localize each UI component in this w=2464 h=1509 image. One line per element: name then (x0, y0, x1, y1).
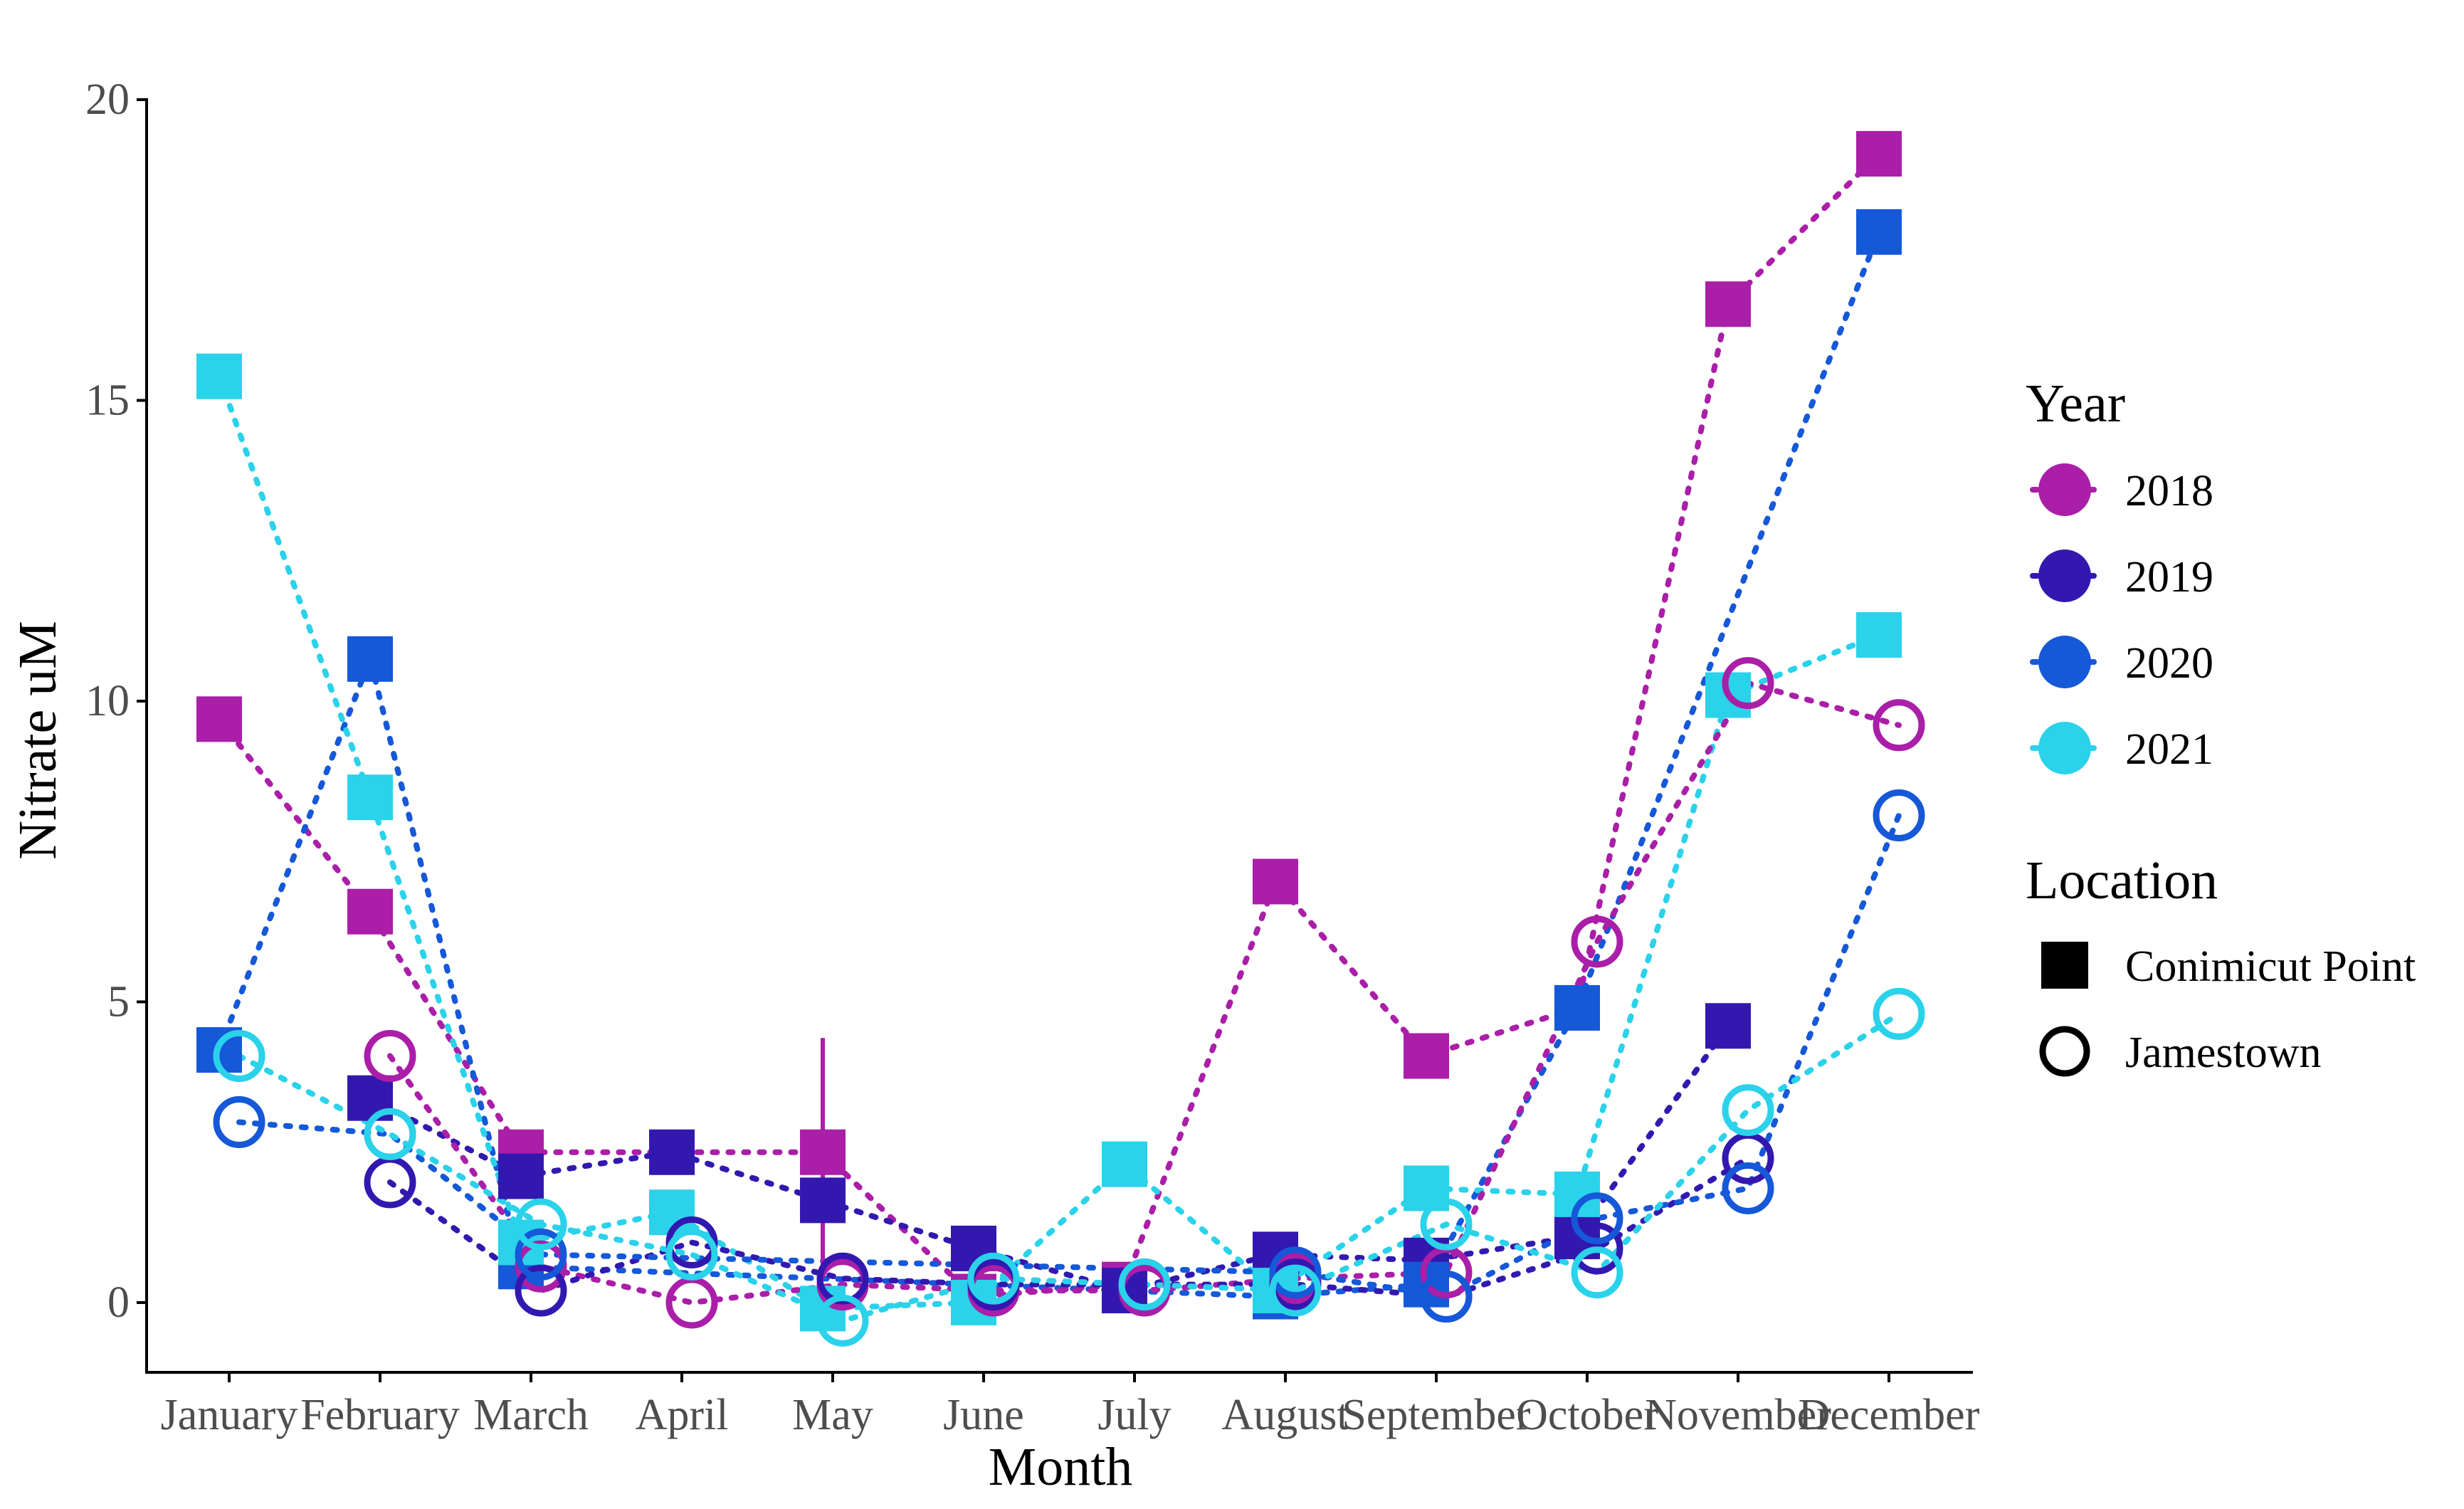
legend-year-swatch (2038, 463, 2091, 516)
series-line-2019-jamestown (387, 1155, 1751, 1300)
point-circle-2019 (816, 1252, 869, 1305)
legend-year-entries: 2018 2019 2020 2021 (2030, 463, 2213, 774)
point-square-2019 (498, 1153, 544, 1199)
x-tick-label: September (1342, 1391, 1530, 1439)
point-square-2021 (1856, 612, 1902, 658)
legend-year-swatch (2038, 636, 2091, 688)
legend-location-label: Jamestown (2125, 1029, 2322, 1077)
x-tick-label: February (300, 1391, 460, 1439)
point-circle-2021 (967, 1252, 1020, 1305)
legend-location-title: Location (2026, 851, 2218, 910)
point-circle-2021 (515, 1198, 567, 1251)
y-tick-label: 5 (107, 978, 130, 1026)
point-circle-2021 (1873, 987, 1925, 1040)
point-circle-2020 (1873, 789, 1925, 842)
point-circle-2020 (1420, 1271, 1473, 1323)
point-square-2019 (1705, 1003, 1751, 1049)
x-tick-label: August (1221, 1391, 1349, 1439)
point-square-2020 (347, 636, 393, 682)
point-circle-2018 (1873, 699, 1925, 752)
point-circle-2021 (364, 1108, 416, 1160)
x-tick-label: July (1097, 1391, 1171, 1439)
point-square-2018 (1856, 131, 1902, 177)
legend-year-title: Year (2026, 374, 2125, 433)
legend: Year 2018 2019 2020 2021 Location Conimicut… (2026, 374, 2416, 1077)
series-lines (216, 151, 1902, 1324)
x-tick-label: April (636, 1391, 729, 1439)
y-tick-label: 10 (85, 677, 130, 725)
x-tick-label: November (1645, 1391, 1831, 1439)
point-square-2018 (196, 696, 242, 742)
point-circle-2019 (515, 1264, 567, 1317)
legend-year-label: 2021 (2125, 725, 2213, 774)
series-line-2019-conimicut-point (367, 1023, 1731, 1294)
point-circle-2021 (1722, 1084, 1774, 1137)
legend-year-swatch (2038, 550, 2091, 602)
point-circle-2021 (665, 1228, 718, 1281)
legend-year-swatch (2038, 722, 2091, 774)
point-square-2018 (800, 1129, 846, 1175)
point-circle-2018 (1722, 657, 1774, 710)
y-tick-label: 20 (85, 75, 130, 124)
legend-location-entries: Conimicut Point Jamestown (2039, 942, 2416, 1077)
x-tick-label: June (943, 1391, 1024, 1439)
point-square-2019 (800, 1177, 846, 1224)
legend-year-label: 2019 (2125, 553, 2213, 601)
point-square-2021 (1102, 1141, 1147, 1187)
point-square-2018 (1404, 1033, 1449, 1079)
point-square-2020 (1856, 209, 1902, 255)
point-circle-2020 (1722, 1162, 1774, 1214)
point-circle-2021 (1420, 1198, 1473, 1251)
point-circle-2018 (364, 1030, 416, 1083)
point-square-2018 (1705, 281, 1751, 327)
point-square-2020 (1554, 984, 1600, 1031)
point-circle-2019 (1571, 1222, 1623, 1275)
point-circle-2020 (1269, 1246, 1322, 1299)
data-points (196, 131, 1925, 1347)
point-circle-2021 (816, 1294, 869, 1347)
legend-location-square (2041, 942, 2088, 989)
point-circle-2018 (1571, 915, 1623, 968)
point-square-2021 (196, 353, 242, 399)
legend-location-circle (2039, 1026, 2090, 1077)
legend-year-label: 2020 (2125, 639, 2213, 688)
x-tick-label: March (473, 1391, 589, 1439)
legend-year-label: 2018 (2125, 467, 2213, 515)
point-circle-2020 (1571, 1192, 1623, 1245)
point-square-2018 (347, 888, 393, 935)
y-axis-title: Nitrate uM (8, 621, 68, 860)
x-axis-title: Month (989, 1437, 1133, 1497)
x-axis-ticks: January February March April May June July Augu… (161, 1372, 1980, 1439)
x-tick-label: December (1799, 1391, 1980, 1439)
x-tick-label: May (792, 1391, 873, 1439)
series-line-2018-conimicut-point (216, 151, 1882, 1300)
point-circle-2020 (213, 1096, 265, 1148)
x-tick-label: October (1516, 1391, 1658, 1439)
point-square-2019 (649, 1129, 695, 1175)
point-square-2021 (347, 774, 393, 821)
y-tick-label: 15 (85, 377, 130, 425)
series-line-2021-jamestown (236, 1011, 1902, 1324)
point-circle-2020 (515, 1228, 567, 1281)
point-circle-2021 (1571, 1246, 1623, 1299)
x-tick-label: January (161, 1391, 298, 1439)
series-line-2020-jamestown (236, 812, 1902, 1300)
point-circle-2021 (1118, 1258, 1171, 1311)
y-axis-ticks: 0 5 10 15 20 (85, 75, 147, 1327)
legend-location-label: Conimicut Point (2125, 942, 2416, 991)
series-line-2021-conimicut-point (216, 373, 1882, 1312)
y-tick-label: 0 (107, 1278, 130, 1327)
series-line-2018-jamestown (387, 679, 1902, 1306)
point-circle-2021 (1269, 1264, 1322, 1317)
point-circle-2021 (213, 1030, 265, 1083)
point-square-2018 (1253, 858, 1298, 905)
